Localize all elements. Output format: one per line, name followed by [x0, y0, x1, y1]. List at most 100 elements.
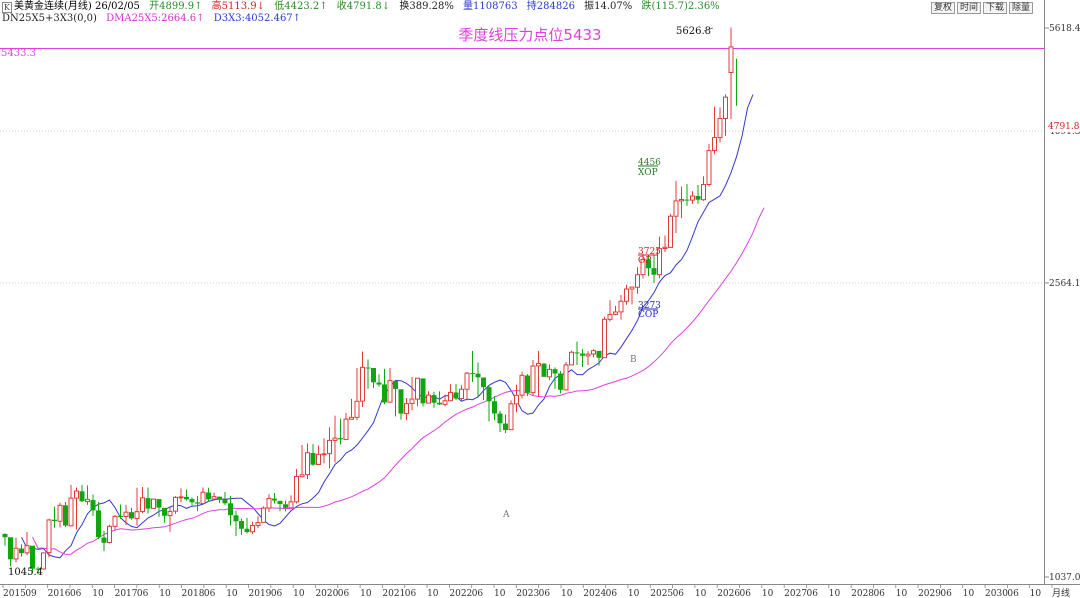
- candle-body: [266, 497, 272, 509]
- x-tick-label: 2022: [449, 589, 472, 598]
- x-tick-label: 2029: [918, 589, 941, 598]
- candle-body: [118, 516, 123, 518]
- candle-body: [393, 380, 398, 389]
- candles: [2, 27, 737, 575]
- candle-body: [552, 369, 558, 374]
- k-line-icon[interactable]: K: [2, 2, 12, 13]
- candle-body: [123, 511, 129, 518]
- x-tick-label: 06: [873, 589, 885, 598]
- current-price-box: [1045, 119, 1080, 132]
- candle-body: [228, 503, 233, 516]
- indicator-dma: DMA25X5:2664.6↑: [106, 13, 205, 24]
- candle-body: [673, 200, 679, 217]
- candle-body: [536, 362, 541, 367]
- y-tick-label: 1037.0: [1049, 573, 1080, 583]
- x-tick-label: 2016: [48, 589, 71, 598]
- candle-body: [437, 402, 442, 405]
- adjust-button[interactable]: 复权: [930, 2, 955, 14]
- low-label: 1045.4: [8, 567, 43, 578]
- x-tick-label: 10: [695, 589, 707, 598]
- cop-value: 3273: [638, 301, 661, 311]
- candle-body: [415, 377, 420, 400]
- indicator-d3x3: D3X3:4052.467↑: [213, 13, 302, 24]
- candle-body: [426, 394, 431, 404]
- resistance-value-label: 5433.3: [1, 48, 36, 59]
- candle-body: [360, 366, 365, 402]
- open-value: 开4899.9↑: [149, 1, 203, 12]
- point-a-label: A: [502, 510, 510, 520]
- candle-body: [420, 378, 426, 404]
- candle-body: [206, 492, 211, 500]
- chart-controls: 复权 时间 下载 除量: [930, 2, 1033, 14]
- candle-body: [129, 512, 134, 519]
- candle-body: [173, 496, 178, 512]
- candle-body: [63, 505, 68, 526]
- candle-body: [222, 499, 228, 504]
- candle-body: [85, 498, 90, 503]
- candle-body: [57, 504, 63, 522]
- candle-body: [442, 400, 448, 405]
- candle-body: [134, 511, 140, 519]
- candle-body: [640, 259, 646, 276]
- x-tick-label: 09: [25, 589, 37, 598]
- close-value: 收4791.8↓: [336, 1, 391, 12]
- x-tick-label: 06: [539, 589, 551, 598]
- candle-body: [618, 300, 624, 313]
- candle-body: [250, 525, 255, 533]
- candle-body: [46, 519, 52, 554]
- candle-body: [459, 388, 464, 400]
- x-tick-label: 月线: [1052, 587, 1070, 598]
- candle-body: [52, 519, 57, 522]
- candle-body: [728, 46, 734, 73]
- x-tick-label: 2018: [182, 589, 205, 598]
- candle-body: [547, 368, 552, 378]
- candle-body: [178, 496, 184, 499]
- candle-body: [596, 350, 602, 358]
- x-tick-label: 10: [494, 589, 506, 598]
- x-tick-label: 10: [159, 589, 171, 598]
- candle-body: [327, 439, 332, 455]
- x-tick-label: 2019: [249, 589, 272, 598]
- time-button[interactable]: 时间: [956, 2, 981, 14]
- candle-body: [514, 394, 519, 405]
- x-tick-label: 06: [70, 589, 82, 598]
- x-tick-label: 2015: [3, 589, 26, 598]
- change-value: 跌(115.7)2.36%: [641, 1, 720, 12]
- op-label: OP: [638, 256, 651, 266]
- x-tick-label: 10: [92, 589, 104, 598]
- x-tick-label: 2024: [583, 589, 606, 598]
- candle-body: [508, 403, 514, 431]
- candle-body: [162, 507, 167, 516]
- y-tick-label: 2564.1: [1049, 279, 1080, 289]
- x-tick-label: 06: [204, 589, 216, 598]
- current-price-label: 4791.8: [1048, 122, 1080, 132]
- candle-body: [712, 137, 717, 152]
- remove-volume-button[interactable]: 除量: [1008, 2, 1033, 14]
- candle-body: [19, 548, 24, 554]
- candle-body: [305, 452, 310, 476]
- candle-body: [316, 453, 321, 466]
- op-value: 3725: [638, 247, 661, 257]
- x-tick-label: 10: [561, 589, 573, 598]
- x-tick-label: 2027: [784, 589, 807, 598]
- x-tick-label: 2030: [985, 589, 1008, 598]
- cop-label: COP: [638, 310, 658, 320]
- candle-body: [101, 537, 107, 543]
- ma-slow-line: [32, 207, 765, 555]
- indicator-dn: DN25X5+3X3(0,0): [2, 13, 97, 24]
- candle-body: [525, 375, 530, 393]
- candle-body: [613, 311, 618, 315]
- candle-body: [184, 496, 189, 500]
- candle-body: [349, 416, 354, 420]
- x-tick-label: 10: [628, 589, 640, 598]
- y-axis: 5618.4 4091.3 2564.1 1037.0: [0, 0, 1080, 585]
- candle-body: [24, 545, 30, 554]
- candle-body: [321, 453, 327, 456]
- candle-body: [409, 398, 415, 404]
- bar-date: 26/02/05: [95, 1, 140, 12]
- candle-body: [668, 215, 673, 248]
- x-tick-label: 06: [673, 589, 685, 598]
- download-button[interactable]: 下载: [982, 2, 1007, 14]
- candle-body: [464, 372, 470, 390]
